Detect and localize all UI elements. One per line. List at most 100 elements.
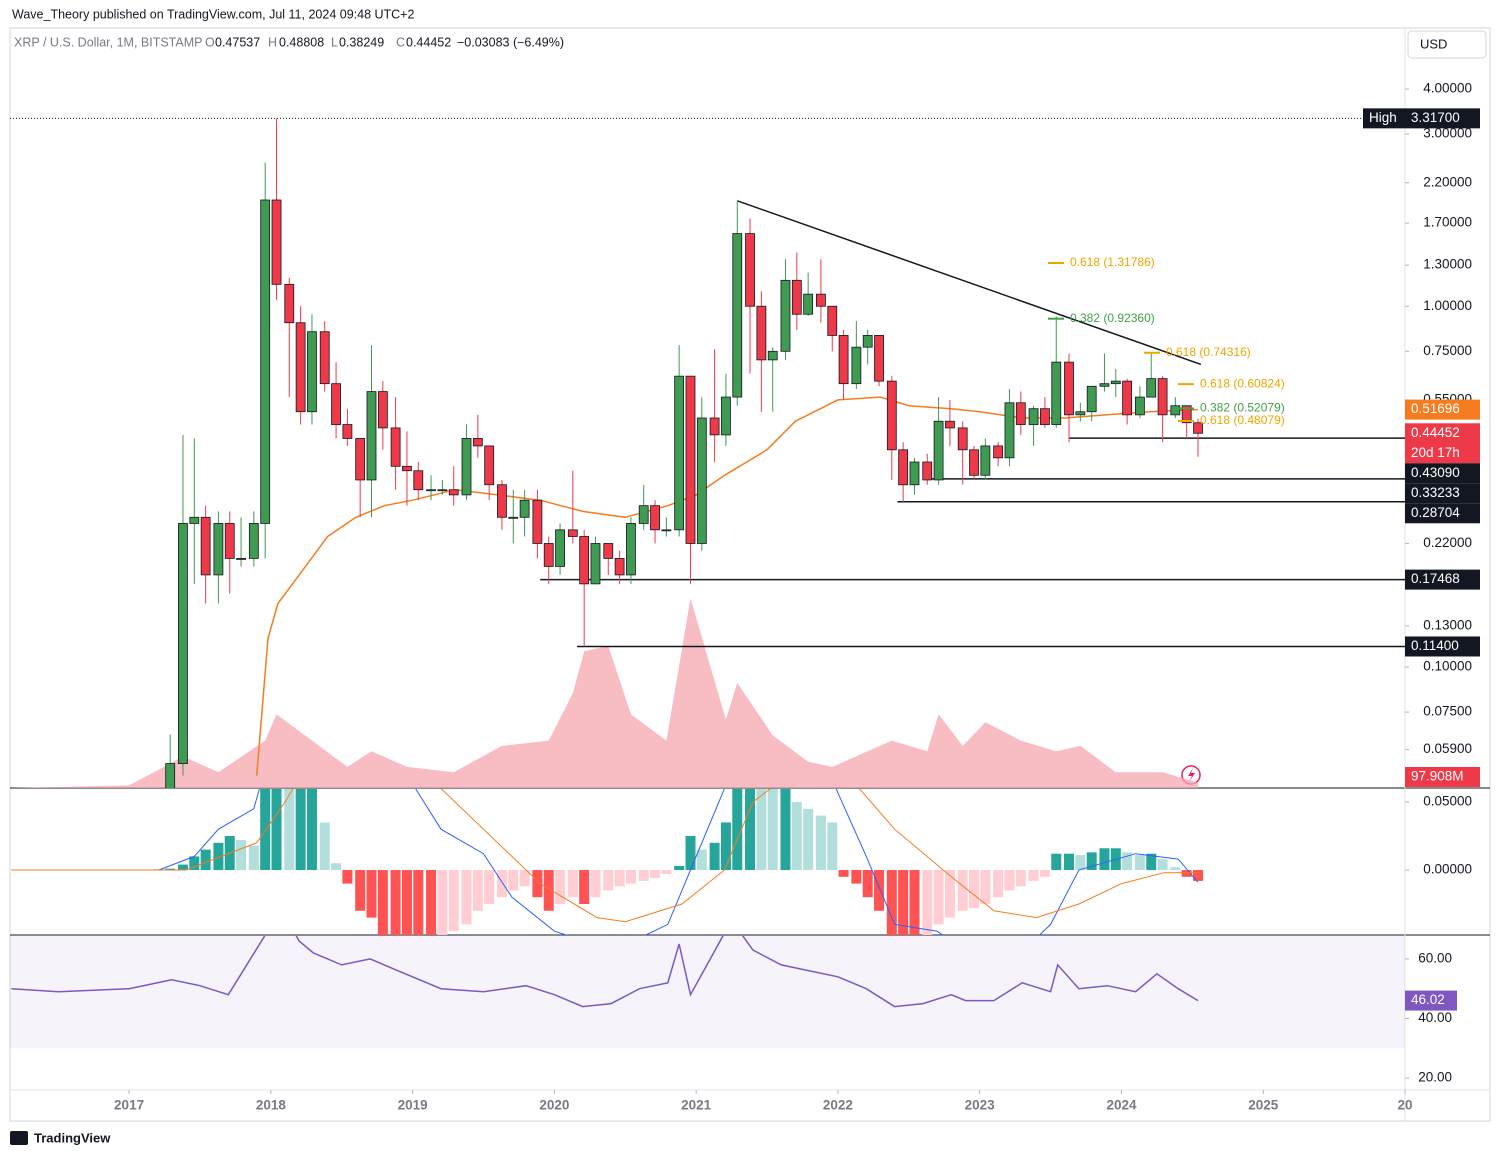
candle-body <box>614 558 625 576</box>
macd-histogram-bar <box>745 789 756 871</box>
price-tag-label: 0.17468 <box>1411 571 1460 586</box>
candle-body <box>402 465 412 472</box>
candle-body <box>1064 361 1074 416</box>
price-tick-label: 0.05900 <box>1423 741 1472 756</box>
price-tag-label: 3.31700 <box>1411 110 1460 125</box>
macd-histogram-bar <box>614 870 625 887</box>
price-tick-label: 0.22000 <box>1423 535 1472 550</box>
candle-body <box>248 523 259 559</box>
macd-histogram-bar <box>720 822 731 871</box>
candle-body <box>1157 378 1168 416</box>
macd-histogram-bar <box>650 870 661 879</box>
macd-histogram-bar <box>898 870 909 935</box>
volume-tag-label: 97.908M <box>1411 769 1464 784</box>
macd-histogram-bar <box>590 870 601 898</box>
frame <box>9 27 1491 1122</box>
macd-histogram-bar <box>1075 855 1086 871</box>
candle-body <box>933 420 944 481</box>
macd-tick-label: 0.05000 <box>1423 794 1472 809</box>
rsi-tick-label: 20.00 <box>1418 1070 1452 1085</box>
candle-body <box>331 383 341 425</box>
candle-body <box>922 461 933 481</box>
price-tag-label: 0.51696 <box>1411 401 1460 416</box>
candle-body <box>1075 411 1086 416</box>
fib-label: 0.618 (0.74316) <box>1166 345 1251 359</box>
o-value: 0.47537 <box>215 35 260 49</box>
macd-histogram-bar <box>213 842 224 871</box>
fib-label: 0.618 (1.31786) <box>1070 255 1155 269</box>
macd-histogram-bar <box>472 870 483 911</box>
candle-body <box>909 461 920 486</box>
macd-histogram-bar <box>236 840 247 871</box>
candle-body <box>1086 385 1097 413</box>
time-tick-label: 2024 <box>1106 1098 1137 1113</box>
candle-body <box>838 335 849 385</box>
c-value: 0.44452 <box>406 35 451 49</box>
macd-histogram-bar <box>756 789 767 871</box>
candle-body <box>709 417 720 436</box>
candle-body <box>508 516 519 519</box>
macd-histogram-bar <box>993 870 1004 898</box>
rsi-tick-label: 40.00 <box>1418 1010 1452 1025</box>
currency-button[interactable] <box>1407 30 1487 59</box>
candle-body <box>461 438 472 496</box>
macd-histogram-bar <box>1122 852 1133 871</box>
macd-histogram-bar <box>851 870 862 884</box>
macd-histogram-bar <box>248 845 259 871</box>
macd-line <box>11 789 1199 935</box>
macd-histogram-bar <box>1064 853 1075 871</box>
fib-label: 0.618 (0.48079) <box>1200 413 1285 427</box>
l-key: L <box>331 35 338 49</box>
time-tick-label: 2025 <box>1248 1098 1279 1113</box>
price-tag <box>1405 423 1480 464</box>
price-tag-label: 0.33233 <box>1411 485 1460 500</box>
rsi-tick-label: 60.00 <box>1418 950 1452 965</box>
macd-histogram-bar <box>815 815 826 871</box>
candle-body <box>390 427 401 467</box>
price-tick-label: 0.75000 <box>1423 343 1472 358</box>
macd-histogram-bar <box>342 870 353 884</box>
change: −0.03083 (−6.49%) <box>457 35 564 49</box>
macd-histogram-bar <box>543 870 554 911</box>
candle-body <box>484 445 495 486</box>
macd-histogram-bar <box>555 870 566 905</box>
price-tag-label: 0.11400 <box>1411 638 1459 653</box>
candle-body <box>721 396 731 436</box>
macd-histogram-bar <box>401 870 412 935</box>
macd-histogram-bar <box>1039 870 1050 877</box>
c-key: C <box>396 35 405 49</box>
brand: TradingView <box>34 1130 111 1145</box>
symbol: XRP / U.S. Dollar, 1M, BITSTAMP <box>14 35 202 49</box>
candle-body <box>497 484 507 518</box>
candle-body <box>980 445 991 476</box>
candle-body <box>886 380 897 451</box>
macd-histogram-bar <box>532 870 543 898</box>
time-tick-label: 20 <box>1397 1098 1412 1113</box>
macd-histogram-bar <box>200 849 211 871</box>
candle-body <box>696 417 707 544</box>
macd-histogram-bar <box>426 870 437 935</box>
time-tick-label: 2018 <box>256 1098 287 1113</box>
price-tag <box>1405 399 1480 420</box>
candle-body <box>1040 408 1050 425</box>
time-tick-label: 2022 <box>823 1098 853 1113</box>
candle-body <box>1004 402 1015 459</box>
candle-body <box>413 470 424 491</box>
candle-body <box>957 427 968 451</box>
macd-histogram-bar <box>696 849 707 871</box>
candle-body <box>827 305 838 336</box>
ohlc-legend: XRP / U.S. Dollar, 1M, BITSTAMP O 0.4753… <box>14 35 564 49</box>
candle-body <box>1134 396 1145 416</box>
o-key: O <box>205 35 215 49</box>
macd-histogram-bar <box>780 789 791 871</box>
candle-body <box>200 516 211 576</box>
candle-body <box>650 505 660 531</box>
macd-histogram-bar <box>969 870 980 909</box>
macd-histogram-bar <box>1134 855 1145 871</box>
price-tag <box>1405 483 1480 504</box>
candle-body <box>898 449 909 486</box>
macd-histogram-bar <box>980 870 991 905</box>
candle-body <box>874 335 884 382</box>
candle-body <box>555 529 565 567</box>
macd-histogram-bar <box>909 870 920 935</box>
